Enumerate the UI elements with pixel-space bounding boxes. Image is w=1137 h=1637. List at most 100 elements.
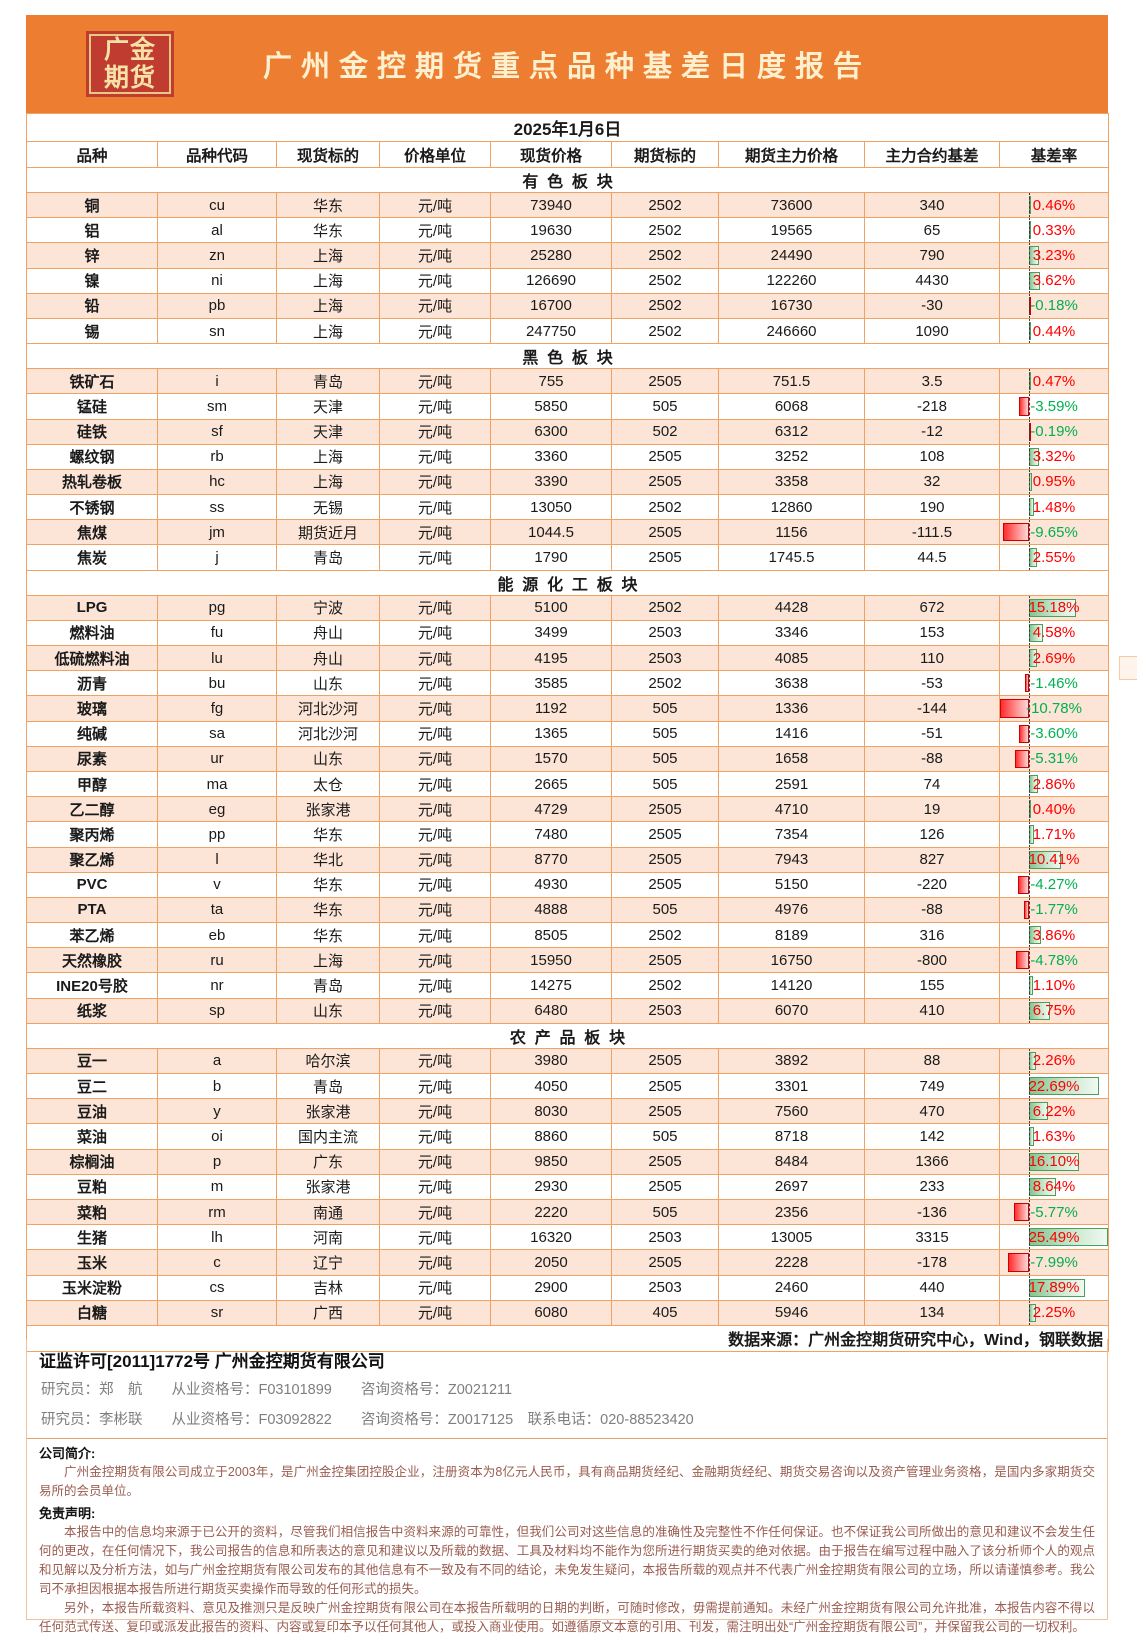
table-row: 乙二醇 eg 张家港 元/吨 4729 2505 4710 19 0.40%	[26, 796, 1110, 823]
cell-variety: 玉米	[26, 1249, 158, 1276]
cell-basis-rate: 22.69%	[998, 1072, 1110, 1100]
cell-futures-price: 246660	[718, 317, 865, 345]
basis-rate-value: 3.86%	[1032, 926, 1076, 944]
basis-rate-value: 2.25%	[1032, 1304, 1076, 1322]
cell-basis-rate: -4.78%	[998, 947, 1110, 974]
cell-futures-code: 2505	[611, 1098, 719, 1125]
basis-rate-value: -1.77%	[1030, 901, 1078, 919]
cell-unit: 元/吨	[379, 191, 491, 219]
cell-spot-price: 3585	[490, 670, 612, 697]
cell-code: sf	[157, 418, 277, 445]
cell-futures-code: 2505	[611, 947, 719, 974]
cell-spot-price: 1192	[490, 695, 612, 722]
cell-spot-price: 1790	[490, 544, 612, 571]
cell-spot-target: 哈尔滨	[276, 1047, 380, 1075]
cell-basis-rate: -5.31%	[998, 745, 1110, 772]
cell-code: pb	[157, 292, 277, 319]
section-header-row: 黑色板块	[25, 343, 1110, 370]
cell-spot-price: 4930	[490, 871, 612, 898]
table-row: PTA ta 华东 元/吨 4888 505 4976 -88 -1.77%	[26, 896, 1110, 924]
cell-variety: 甲醇	[26, 770, 158, 798]
column-header: 期货标的	[611, 141, 719, 168]
cell-spot-target: 上海	[276, 267, 380, 294]
cell-spot-target: 青岛	[276, 972, 380, 999]
basis-rate-value: -3.60%	[1030, 725, 1078, 743]
basis-rate-value: 6.75%	[1032, 1002, 1076, 1020]
basis-rate-value: 0.40%	[1032, 800, 1076, 818]
cell-futures-price: 1156	[718, 519, 865, 546]
cell-basis-rate: 10.41%	[998, 846, 1110, 873]
cell-basis: 3.5	[864, 368, 1000, 395]
cell-variety: 铁矿石	[26, 368, 158, 395]
cell-futures-code: 505	[611, 393, 719, 420]
cell-futures-code: 2505	[611, 846, 719, 873]
cell-unit: 元/吨	[379, 619, 491, 647]
cell-futures-code: 2503	[611, 1224, 719, 1251]
cell-code: rm	[157, 1198, 277, 1226]
cell-basis-rate: 4.58%	[998, 619, 1110, 647]
cell-futures-code: 2505	[611, 443, 719, 470]
cell-futures-price: 4428	[718, 594, 865, 621]
cell-spot-target: 无锡	[276, 494, 380, 521]
cell-futures-price: 2697	[718, 1173, 865, 1200]
cell-basis-rate: 0.95%	[998, 468, 1110, 496]
cell-code: j	[157, 544, 277, 571]
cell-futures-code: 2502	[611, 292, 719, 319]
basis-rate-value: 6.22%	[1032, 1102, 1076, 1120]
cell-spot-target: 天津	[276, 393, 380, 420]
cell-variety: 聚丙烯	[26, 821, 158, 848]
cell-spot-price: 5100	[490, 594, 612, 621]
cell-spot-price: 14275	[490, 972, 612, 999]
cell-basis-rate: -4.27%	[998, 871, 1110, 898]
cell-basis: 74	[864, 770, 1000, 798]
cell-futures-price: 1336	[718, 695, 865, 722]
report-banner: 广金 期货 广州金控期货重点品种基差日度报告	[26, 15, 1108, 113]
cell-basis: 110	[864, 644, 1000, 672]
cell-spot-target: 华东	[276, 922, 380, 949]
cell-unit: 元/吨	[379, 443, 491, 470]
table-row: PVC v 华东 元/吨 4930 2505 5150 -220 -4.27%	[26, 871, 1110, 898]
cell-futures-code: 2502	[611, 494, 719, 521]
cell-futures-price: 2356	[718, 1198, 865, 1226]
cell-code: ni	[157, 267, 277, 294]
cell-futures-price: 13005	[718, 1224, 865, 1251]
cell-variety: 乙二醇	[26, 796, 158, 823]
cell-code: lu	[157, 644, 277, 672]
cell-spot-target: 青岛	[276, 368, 380, 395]
table-row: 菜油 oi 国内主流 元/吨 8860 505 8718 142 1.63%	[26, 1123, 1110, 1150]
table-row: 铁矿石 i 青岛 元/吨 755 2505 751.5 3.5 0.47%	[26, 368, 1110, 395]
cell-code: cu	[157, 191, 277, 219]
basis-rate-value: -4.78%	[1030, 951, 1078, 969]
cell-spot-target: 南通	[276, 1198, 380, 1226]
cell-futures-price: 122260	[718, 267, 865, 294]
basis-rate-value: -7.99%	[1030, 1253, 1078, 1271]
cell-basis-rate: 17.89%	[998, 1274, 1110, 1301]
table-row: LPG pg 宁波 元/吨 5100 2502 4428 672 15.18%	[26, 594, 1110, 621]
cell-code: pp	[157, 821, 277, 848]
cell-variety: 不锈钢	[26, 494, 158, 521]
cell-spot-price: 247750	[490, 317, 612, 345]
cell-code: sp	[157, 997, 277, 1024]
section-title: 有色板块	[25, 167, 1110, 193]
cell-basis: 790	[864, 242, 1000, 269]
basis-rate-bar	[1000, 699, 1030, 718]
cell-futures-code: 2505	[611, 821, 719, 848]
basis-rate-value: -5.77%	[1030, 1203, 1078, 1221]
cell-variety: LPG	[26, 594, 158, 621]
table-row: 菜粕 rm 南通 元/吨 2220 505 2356 -136 -5.77%	[26, 1198, 1110, 1226]
cell-code: ma	[157, 770, 277, 798]
cell-basis-rate: 1.10%	[998, 972, 1110, 999]
license-line: 证监许可[2011]1772号 广州金控期货有限公司	[39, 1352, 385, 1371]
basis-rate-bar	[1019, 724, 1030, 743]
basis-rate-value: 3.62%	[1032, 272, 1076, 290]
cell-futures-code: 2505	[611, 1047, 719, 1075]
basis-rate-value: 3.32%	[1032, 448, 1076, 466]
cell-futures-price: 1658	[718, 745, 865, 772]
cell-unit: 元/吨	[379, 292, 491, 319]
table-row: 燃料油 fu 舟山 元/吨 3499 2503 3346 153 4.58%	[26, 619, 1110, 647]
cell-basis: 749	[864, 1072, 1000, 1100]
cell-code: eg	[157, 796, 277, 823]
cell-variety: 铝	[26, 217, 158, 244]
cell-variety: 苯乙烯	[26, 922, 158, 949]
cell-unit: 元/吨	[379, 695, 491, 722]
